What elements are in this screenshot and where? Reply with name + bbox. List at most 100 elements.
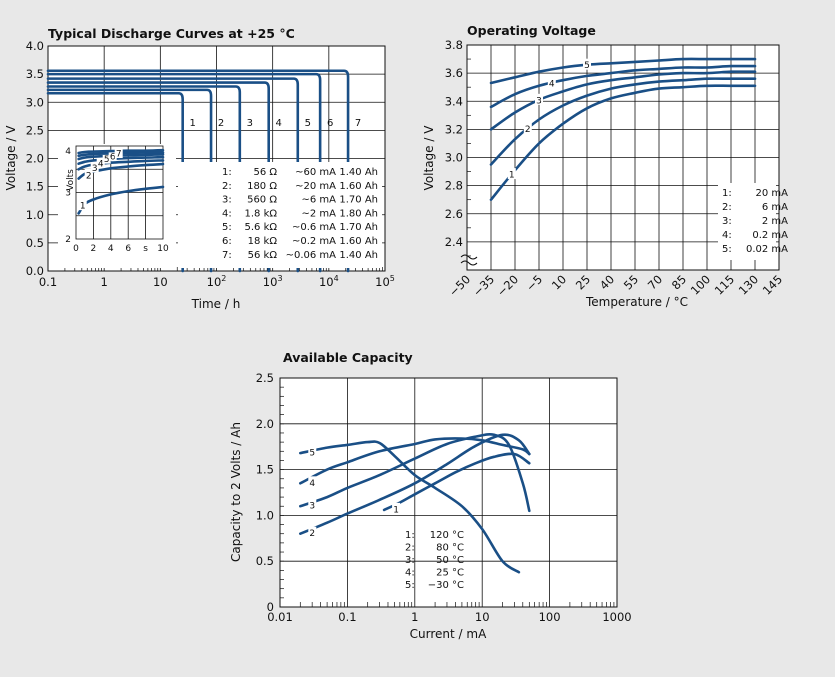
capacity-curve-label: 3 [309,502,315,512]
inset-curve-label-bg [102,152,111,164]
legend-resistance: 5.6 kΩ [244,222,277,233]
legend-current: ~2 mA [301,208,336,219]
inset-curve-7 [77,148,165,155]
capacity-x-tick: 0.1 [338,610,356,624]
legend-current: ~60 mA [295,167,336,178]
inset-curve-3 [77,159,165,171]
capacity-x-tick: 0.01 [267,610,293,624]
inset-x-tick: 0 [73,244,79,254]
capacity-curve-3 [299,432,531,513]
operating-y-tick: 3.8 [445,38,463,52]
operating-legend-bg [718,183,776,260]
discharge-curve-label: 7 [355,118,361,129]
legend-current: 2 mA [762,216,788,227]
capacity-chart: Available Capacity 1 2 3 4 5 1: 120 °C 2: 80 °C… [229,350,632,641]
inset-curve-label-bg [78,199,87,211]
capacity-curve-2 [299,433,531,535]
inset-curve-label: 3 [92,164,98,174]
legend-current: ~0.6 mA [292,222,336,233]
legend-index: 2: [222,181,232,192]
operating-curve-label: 4 [549,79,555,89]
legend-index: 5: [405,580,415,591]
legend-index: 6: [222,236,232,247]
legend-temperature: 80 °C [436,543,464,554]
legend-capacity: 1.60 Ah [339,181,378,192]
discharge-curve-7 [46,69,350,273]
legend-resistance: 560 Ω [247,195,277,206]
legend-index: 3: [405,555,415,566]
legend-resistance: 56 Ω [253,167,277,178]
capacity-y-tick: 0.5 [256,554,274,568]
operating-x-tick: 115 [712,272,737,297]
inset-curve-label: 4 [98,159,104,169]
capacity-curve-label: 2 [309,529,315,539]
legend-capacity: 1.70 Ah [339,222,378,233]
capacity-curve-label: 1 [393,505,399,515]
legend-resistance: 1.8 kΩ [244,208,277,219]
discharge-x-tick: 104 [319,274,339,289]
legend-capacity: 1.60 Ah [339,236,378,247]
capacity-curve-label: 4 [309,479,315,489]
legend-capacity: 1.70 Ah [339,195,378,206]
operating-curve-label: 5 [584,61,590,71]
operating-x-tick: −20 [494,272,521,299]
operating-curve-label-bg [507,168,516,180]
capacity-x-tick: 100 [539,610,561,624]
legend-index: 1: [722,188,732,199]
capacity-x-label: Current / mA [410,627,487,641]
operating-x-tick: −35 [470,272,497,299]
operating-y-tick: 3.4 [445,94,463,108]
discharge-x-label: Time / h [191,297,241,311]
inset-curve-label-bg [108,149,117,161]
inset-y-tick: 4 [65,147,71,157]
inset-x-tick: 6 [125,244,131,254]
operating-x-tick: 55 [621,272,641,292]
capacity-curve-label-bg [308,446,317,458]
discharge-curve-label: 4 [276,118,282,129]
capacity-y-tick: 1.5 [256,463,274,477]
discharge-y-tick: 1.5 [26,180,44,194]
operating-x-tick: 25 [573,272,593,292]
legend-current: ~0.2 mA [292,236,336,247]
inset-x-tick: 10 [157,244,169,254]
capacity-curve-label-bg [308,526,317,538]
inset-curve-label: 5 [104,155,110,165]
capacity-curve-label-bg [392,502,401,514]
operating-curve-4 [489,64,757,109]
capacity-curve-label-bg [308,499,317,511]
legend-index: 4: [405,568,415,579]
legend-current: 0.2 mA [752,230,788,241]
discharge-curve-label: 1 [189,118,195,129]
capacity-curve-label: 5 [309,449,315,459]
operating-curve-label: 1 [509,171,515,181]
legend-index: 5: [222,222,232,233]
inset-curve-label: 7 [116,150,122,160]
operating-x-tick: 145 [760,272,785,297]
discharge-y-tick: 0.5 [26,236,44,250]
operating-x-tick: −5 [523,272,545,294]
discharge-curve-4 [46,81,271,273]
discharge-curve-6 [46,72,322,273]
discharge-x-tick: 105 [375,274,395,289]
legend-current: 0.02 mA [746,244,788,255]
operating-curve-label: 3 [536,96,542,106]
capacity-y-tick: 1.0 [256,508,274,522]
legend-index: 4: [722,230,732,241]
operating-y-tick: 3.2 [445,122,463,136]
discharge-y-tick: 4.0 [26,39,44,53]
capacity-y-tick: 2.5 [256,371,274,385]
operating-x-tick: 10 [549,272,569,292]
operating-curve-label-bg [535,93,543,105]
capacity-x-tick: 1 [411,610,418,624]
discharge-x-tick: 103 [263,274,283,289]
capacity-x-tick: 10 [475,610,490,624]
legend-temperature: 25 °C [436,568,464,579]
discharge-legend-bg [178,162,382,268]
operating-y-tick: 3.0 [445,151,463,165]
discharge-curve-1 [46,91,184,273]
capacity-curve-label-bg [308,476,317,488]
operating-x-tick: 130 [736,272,761,297]
operating-curve-5 [489,57,757,85]
